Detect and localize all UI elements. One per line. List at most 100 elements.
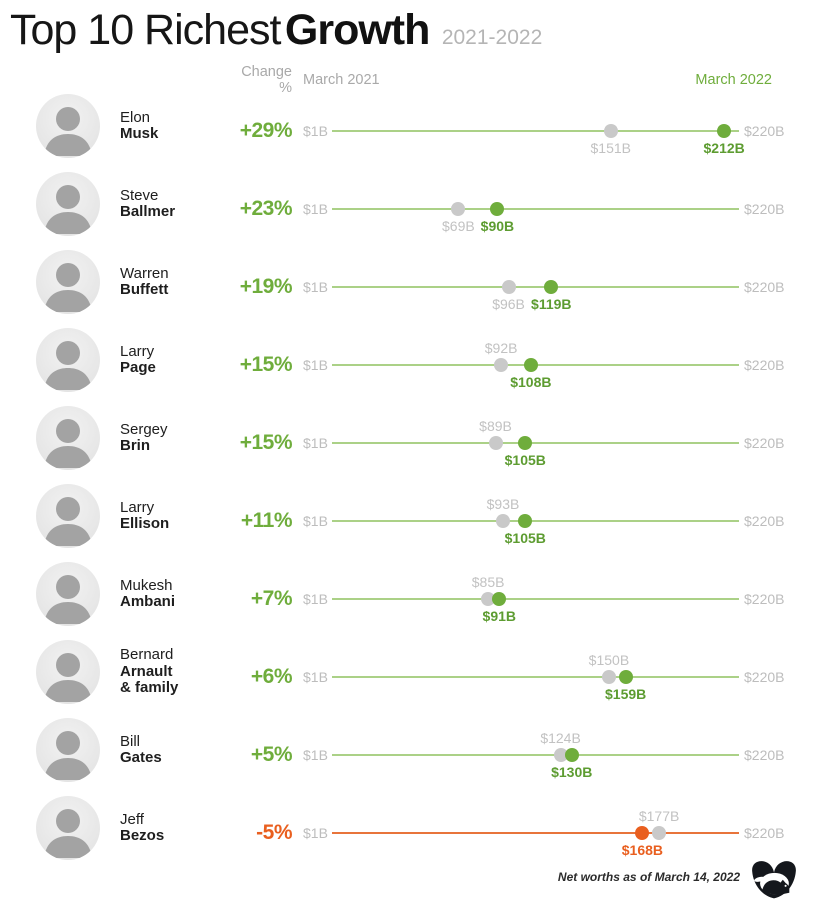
person-row: Warren Buffett +19% $1B $96B $119B $220B [0,248,820,326]
avatar-photo [36,250,100,314]
person-name: Steve Ballmer [120,186,230,221]
column-headers: Change % March 2021 March 2022 [0,64,820,96]
avatar-photo [36,328,100,392]
publisher-logo [748,854,800,900]
track-line [332,208,739,210]
march-2022-dot [523,358,538,372]
change-percent: +5% [250,743,293,766]
header-march-2022: March 2022 [695,72,772,88]
person-name: Jeff Bezos [120,810,230,845]
track-line [332,286,739,288]
person-silhouette-icon [44,809,92,858]
rhino-badge-icon [752,861,796,899]
header-march-2021: March 2021 [303,72,380,88]
march-2022-dot [518,514,533,528]
person-row: Jeff Bezos -5% $1B $177B $168B $220B [0,794,820,872]
track-line [332,598,739,600]
footer: Net worths as of March 14, 2022 [0,854,820,900]
change-percent: -5% [256,821,292,844]
march-2022-dot [717,124,732,138]
axis-max-label: $220B [744,747,785,763]
person-last-name: Bezos [120,827,165,844]
person-first-name: Bernard [120,646,174,664]
person-name: Warren Buffett [120,264,230,299]
person-name: Bernard Arnault & family [120,647,230,697]
axis-max-label: $220B [744,513,785,529]
dumbbell-track: $69B $90B [332,170,739,248]
dumbbell-track: $96B $119B [332,248,739,326]
person-first-name: Warren [120,264,169,282]
march-2022-value-label: $108B [510,374,552,390]
person-first-name: Jeff [120,810,144,828]
avatar-photo [36,796,100,860]
march-2022-value-label: $130B [551,764,593,780]
march-2021-value-label: $85B [471,574,505,590]
person-name: Elon Musk [120,108,230,143]
march-2022-dot [635,826,650,840]
change-percent: +29% [239,119,293,142]
march-2022-value-label: $105B [504,452,546,468]
axis-min-label: $1B [303,201,328,217]
march-2022-dot [518,436,533,450]
person-silhouette-icon [44,419,92,468]
title-bold: Growth [284,6,430,54]
person-name: Mukesh Ambani [120,577,230,611]
person-last-name: Musk [120,125,159,142]
dumbbell-track: $93B $105B [332,482,739,560]
track-line [332,442,739,444]
header-change-pct: Change % [241,64,292,96]
avatar-photo [36,640,100,704]
dumbbell-track: $150B $159B [332,638,739,716]
march-2022-value-label: $119B [531,296,572,312]
person-first-name: Elon [120,108,151,126]
axis-min-label: $1B [303,123,328,139]
track-line [332,754,739,756]
axis-max-label: $220B [744,201,785,217]
person-silhouette-icon [44,653,92,702]
person-silhouette-icon [44,731,92,780]
march-2022-dot [544,280,559,294]
page-title: Top 10 Richest Growth 2021-2022 [0,0,820,62]
person-row: Steve Ballmer +23% $1B $69B $90B $220B [0,170,820,248]
axis-min-label: $1B [303,825,328,841]
march-2022-dot [492,592,507,606]
march-2021-dot [501,280,516,294]
march-2021-value-label: $89B [479,418,512,434]
avatar-photo [36,484,100,548]
march-2021-value-label: $124B [540,730,581,746]
title-period: 2021-2022 [441,26,543,49]
march-2022-value-label: $168B [621,842,664,858]
change-percent: +15% [239,431,293,454]
person-silhouette-icon [44,575,92,624]
march-2022-dot [564,748,579,762]
change-percent: +19% [239,275,293,298]
march-2021-dot [451,202,466,216]
axis-min-label: $1B [303,279,328,295]
track-line [332,520,739,522]
march-2021-dot [495,514,510,528]
avatar-photo [36,718,100,782]
change-percent: +7% [250,587,293,610]
track-line [332,676,739,678]
footer-note: Net worths as of March 14, 2022 [557,870,740,884]
person-last-name: Buffett [120,281,169,298]
march-2021-value-label: $150B [588,652,630,668]
person-silhouette-icon [44,341,92,390]
axis-max-label: $220B [744,825,785,841]
person-last-name: Ambani [120,593,176,610]
track-line [332,832,739,834]
march-2021-dot [488,436,503,450]
person-last-name: Brin [120,437,150,454]
axis-min-label: $1B [303,591,328,607]
march-2022-value-label: $90B [480,218,515,234]
avatar-photo [36,562,100,626]
march-2022-dot [490,202,505,216]
axis-min-label: $1B [303,747,328,763]
person-last-name: Page [120,359,156,376]
axis-max-label: $220B [744,279,785,295]
person-first-name: Larry [120,498,155,516]
person-first-name: Steve [120,186,159,204]
axis-max-label: $220B [744,123,785,139]
march-2021-value-label: $92B [484,340,518,356]
